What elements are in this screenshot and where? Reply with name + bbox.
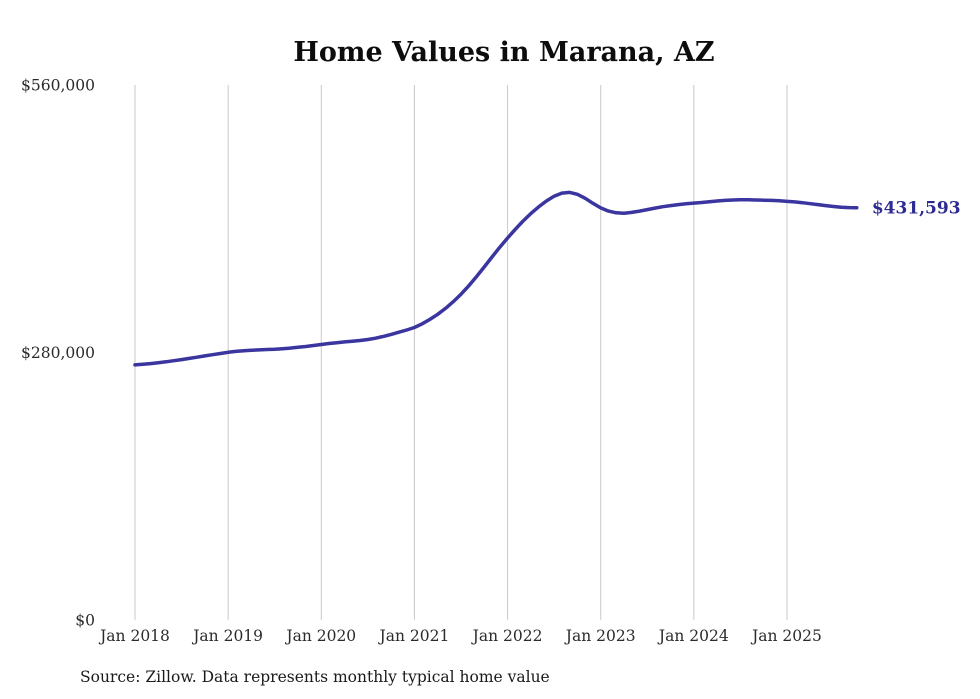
home-value-line: [133, 190, 859, 367]
x-axis-tick-labels: Jan 2018 Jan 2019 Jan 2020 Jan 2021 Jan 2022…: [98, 627, 822, 645]
x-tick-label: Jan 2019: [191, 627, 263, 645]
y-tick-label: $0: [75, 612, 95, 630]
x-tick-label: Jan 2024: [657, 627, 729, 645]
end-value-label: $431,593: [872, 199, 961, 219]
x-tick-label: Jan 2025: [750, 627, 822, 645]
source-note: Source: Zillow. Data represents monthly …: [80, 668, 550, 686]
gridlines: [134, 85, 788, 620]
x-tick-label: Jan 2021: [378, 627, 450, 645]
y-tick-label: $560,000: [21, 77, 95, 95]
x-tick-label: Jan 2022: [471, 627, 543, 645]
y-tick-label: $280,000: [21, 344, 95, 362]
x-tick-label: Jan 2020: [284, 627, 356, 645]
x-tick-label: Jan 2018: [98, 627, 170, 645]
x-tick-label: Jan 2023: [564, 627, 636, 645]
y-axis-tick-labels: $560,000 $280,000 $0: [21, 77, 95, 630]
chart-title: Home Values in Marana, AZ: [293, 37, 714, 68]
